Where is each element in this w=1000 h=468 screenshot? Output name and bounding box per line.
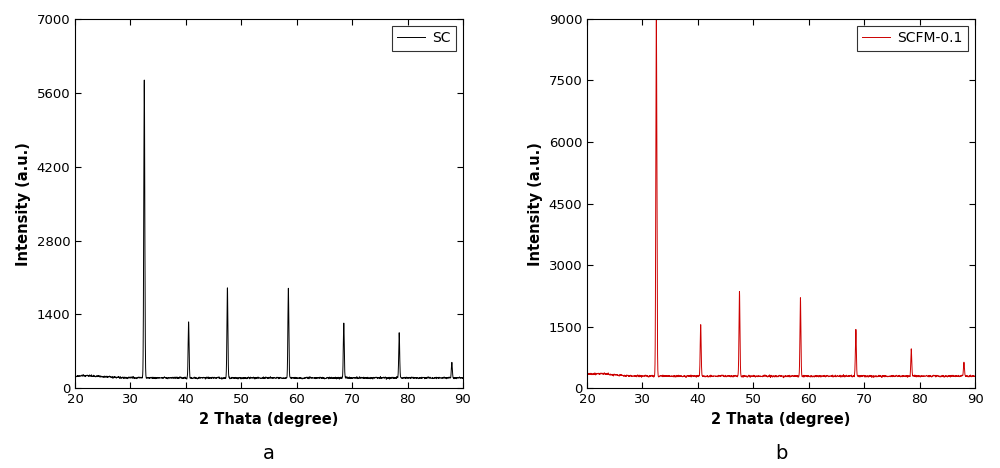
Legend: SC: SC: [392, 26, 456, 51]
X-axis label: 2 Thata (degree): 2 Thata (degree): [199, 412, 339, 427]
Text: a: a: [263, 444, 275, 463]
Text: b: b: [775, 444, 787, 463]
X-axis label: 2 Thata (degree): 2 Thata (degree): [711, 412, 851, 427]
Y-axis label: Intensity (a.u.): Intensity (a.u.): [16, 142, 31, 265]
Legend: SCFM-0.1: SCFM-0.1: [857, 26, 968, 51]
Y-axis label: Intensity (a.u.): Intensity (a.u.): [528, 142, 543, 265]
